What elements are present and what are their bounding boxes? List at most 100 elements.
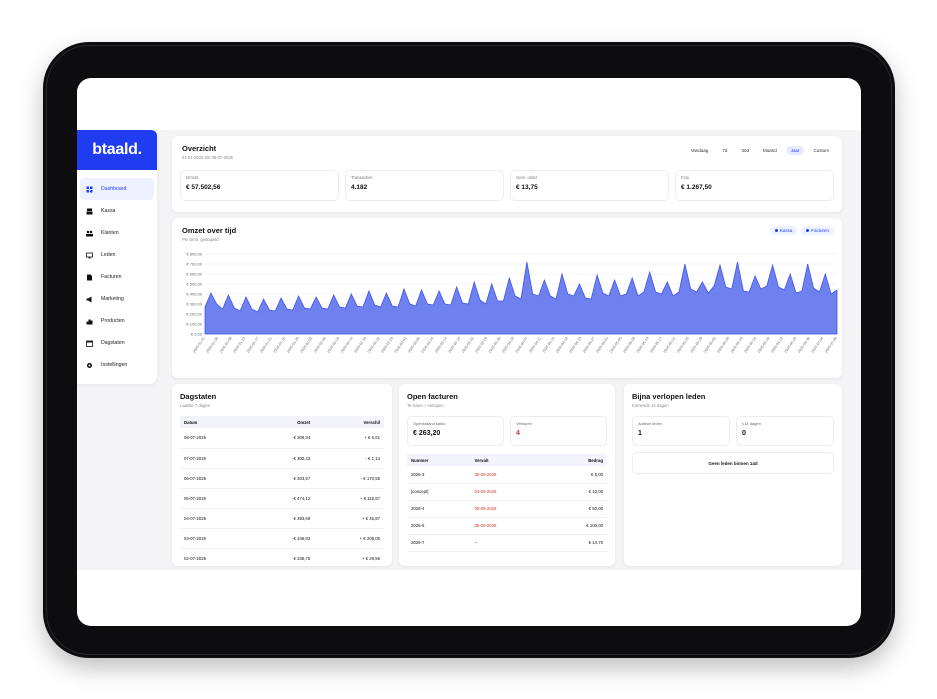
- sidebar-item-label: Klanten: [101, 230, 119, 236]
- x-tick-label: 2026-04-11: [528, 336, 542, 353]
- x-tick-label: 2026-01-01: [192, 336, 206, 353]
- period-30d[interactable]: 30d: [741, 148, 749, 153]
- sidebar-item-dagstaten[interactable]: Dagstaten: [80, 332, 154, 354]
- gear-icon: [86, 362, 93, 369]
- overview-stats: Omzet € 57.502,56 Transacties 4.182 Gem. ord…: [180, 170, 834, 201]
- tablet-screen: btaald. Dashboard Kassa Klanten Leden Factur…: [77, 78, 861, 626]
- x-tick-label: 2026-04-07: [515, 336, 529, 353]
- sidebar-item-facturen[interactable]: Facturen: [80, 266, 154, 288]
- x-tick-label: 2026-05-25: [676, 336, 690, 353]
- x-tick-label: 2026-06-14: [743, 336, 757, 353]
- table-row[interactable]: 02-07-2026 € 338,76 + € 29,56: [180, 548, 384, 569]
- period-custom[interactable]: Custom: [813, 148, 829, 153]
- x-tick-label: 2026-05-29: [690, 336, 704, 353]
- x-tick-label: 2026-02-06: [313, 336, 327, 353]
- period-vandaag[interactable]: Vandaag: [690, 148, 709, 153]
- table-row[interactable]: 2026-4 05-06-2026 € 50,00: [407, 500, 607, 518]
- table-cell: + € 6,61: [314, 428, 384, 449]
- table-cell: 05-06-2026: [470, 500, 546, 518]
- table-row[interactable]: 2026-5 05-06-2026 € 100,00: [407, 517, 607, 535]
- legend-kassa[interactable]: Kassa: [769, 226, 798, 235]
- stat-label: Transacties: [351, 175, 373, 180]
- stat-label: Gem. order: [516, 175, 538, 180]
- brand-logo[interactable]: btaald.: [77, 130, 157, 170]
- table-row[interactable]: 06-07-2026 € 303,57- € 170,55: [180, 468, 384, 489]
- table-cell: € 100,00: [545, 517, 607, 535]
- sidebar-item-producten[interactable]: Producten: [80, 310, 154, 332]
- overview-range: 01-01-2026 t/m 08-07-2026: [182, 155, 233, 160]
- period-selector: Vandaag 7d 30d Maand Jaar Custom: [686, 146, 834, 155]
- sidebar-item-kassa[interactable]: Kassa: [80, 200, 154, 222]
- col-verschil: Verschil: [314, 416, 384, 428]
- period-jaar[interactable]: Jaar: [785, 146, 805, 155]
- invoices-table: Nummer Vervalt Bedrag 2026-3 30-05-2026 € …: [407, 454, 607, 552]
- y-tick-label: € 300,00: [186, 302, 202, 307]
- table-row[interactable]: 08-07-2026 € 309,34 + € 6,61: [180, 428, 384, 449]
- table-cell: 30-05-2026: [470, 466, 546, 484]
- sidebar-item-leden[interactable]: Leden: [80, 244, 154, 266]
- x-tick-label: 2026-05-17: [649, 336, 663, 353]
- active-members: Actieve leden 1: [632, 416, 730, 446]
- expiring-members-card: Bijna verlopen leden Komende 14 dagen Ac…: [624, 384, 842, 566]
- table-cell: € 10,00: [545, 483, 607, 501]
- table-cell: € 302,43: [253, 448, 315, 469]
- x-tick-label: 2026-03-02: [394, 336, 408, 353]
- sidebar-item-dashboard[interactable]: Dashboard: [80, 178, 154, 200]
- table-cell: € 393,69: [253, 508, 315, 529]
- register-icon: [86, 208, 93, 215]
- legend-dot-icon: [774, 229, 778, 232]
- x-tick-label: 2026-03-30: [488, 336, 502, 353]
- stat-card: Transacties 4.182: [345, 170, 504, 201]
- sidebar-item-label: Dagstaten: [101, 340, 125, 346]
- overdue-label: Verlopen: [516, 421, 532, 426]
- x-tick-label: 2026-01-29: [286, 336, 300, 353]
- y-tick-label: € 600,00: [186, 272, 202, 277]
- open-invoices-card: Open facturen Te innen + verlopen Openst…: [399, 384, 615, 566]
- x-tick-label: 2026-01-05: [205, 336, 219, 353]
- table-row[interactable]: 2026-3 30-05-2026 € 5,00: [407, 466, 607, 484]
- x-tick-label: 2026-02-10: [326, 336, 340, 353]
- x-tick-label: 2026-06-06: [716, 336, 730, 353]
- table-row[interactable]: 07-07-2026 € 302,43- € 1,14: [180, 448, 384, 469]
- x-tick-label: 2026-05-13: [636, 336, 650, 353]
- x-tick-label: 2026-02-26: [380, 336, 394, 353]
- table-row[interactable]: 2026-7– € 14,70: [407, 534, 607, 552]
- legend-facturen[interactable]: Facturen: [801, 226, 834, 235]
- id-card-icon: [86, 252, 93, 259]
- expiring-subtitle: Komende 14 dagen: [632, 403, 669, 408]
- sidebar: btaald. Dashboard Kassa Klanten Leden Factur…: [77, 130, 157, 384]
- col-vervalt: Vervalt: [470, 454, 546, 466]
- chart-title: Omzet over tijd: [182, 226, 237, 235]
- sidebar-item-label: Kassa: [101, 208, 116, 214]
- no-expiring-members-button[interactable]: Geen leden binnen 14d: [632, 452, 834, 474]
- x-tick-label: 2026-02-18: [353, 336, 367, 353]
- revenue-area-chart: € 800,00 € 700,00 € 600,00 € 500,00 € 400,00…: [186, 252, 837, 354]
- revenue-chart-card: Omzet over tijd Per bron, gestapeld Kass…: [172, 218, 842, 378]
- stat-value: € 1.267,50: [681, 184, 712, 191]
- x-tick-label: 2026-04-27: [582, 336, 596, 353]
- x-tick-label: 2026-01-25: [273, 336, 287, 353]
- sidebar-item-marketing[interactable]: Marketing: [80, 288, 154, 310]
- sidebar-nav: Dashboard Kassa Klanten Leden Facturen Market…: [77, 170, 157, 376]
- period-7d[interactable]: 7d: [722, 148, 728, 153]
- dashboard-app: btaald. Dashboard Kassa Klanten Leden Factur…: [77, 130, 861, 570]
- table-cell: + € 115,57: [314, 488, 384, 509]
- sidebar-item-instellingen[interactable]: Instellingen: [80, 354, 154, 376]
- x-tick-label: 2026-03-18: [447, 336, 461, 353]
- table-cell: € 50,00: [545, 500, 607, 518]
- table-cell: € 474,12: [253, 488, 315, 509]
- table-cell: 02-07-2026: [180, 548, 254, 569]
- dagstaten-card: Dagstaten Laatste 7 dagen Datum Omzet Ve…: [172, 384, 392, 569]
- table-row[interactable]: 05-07-2026 € 474,12 + € 115,57: [180, 488, 384, 509]
- legend-label: Facturen: [811, 228, 829, 233]
- table-row[interactable]: 03-07-2026 € 346,82 + € 208,06: [180, 528, 384, 549]
- table-cell: 2026-3: [407, 466, 471, 484]
- table-row[interactable]: [concept] 04-06-2026 € 10,00: [407, 483, 607, 501]
- y-tick-label: € 100,00: [186, 322, 202, 327]
- sidebar-item-klanten[interactable]: Klanten: [80, 222, 154, 244]
- col-omzet: Omzet: [253, 416, 315, 428]
- document-icon: [86, 274, 93, 281]
- stat-label: Omzet: [186, 175, 199, 180]
- table-row[interactable]: 04-07-2026 € 393,69 + € 46,87: [180, 508, 384, 529]
- period-maand[interactable]: Maand: [762, 148, 777, 153]
